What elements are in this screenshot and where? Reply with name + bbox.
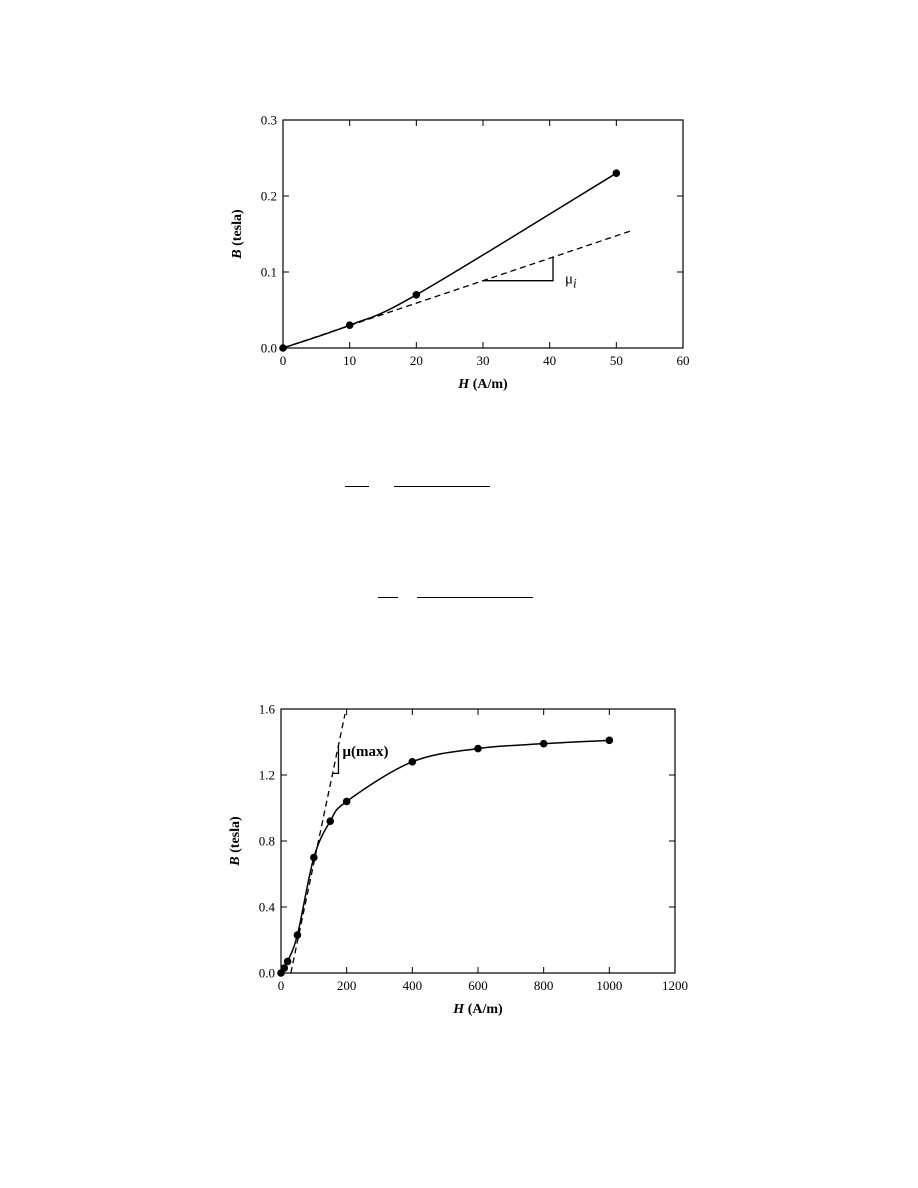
data-point — [283, 957, 292, 966]
tangent-line — [290, 713, 346, 974]
y-tick-label: 0.8 — [259, 834, 275, 849]
y-tick-label: 0.4 — [259, 900, 276, 915]
data-point — [408, 758, 417, 766]
data-point — [293, 931, 302, 939]
y-axis-label: B (tesla) — [230, 209, 245, 260]
initial-permeability-chart: 0 10 20 30 40 50 60 0.0 0.1 0.2 0.3 H (A/m) B (tesla… — [0, 100, 918, 425]
data-point — [539, 739, 548, 748]
magnetization-curve — [280, 739, 610, 974]
mu-max-label: μ(max) — [342, 744, 388, 760]
data-point — [342, 797, 351, 806]
y-tick-label: 0.0 — [261, 341, 277, 356]
y-tick-label: 0.0 — [259, 966, 275, 981]
y-tick-label: 0.2 — [261, 189, 277, 204]
data-point — [605, 736, 614, 745]
x-tick-label: 400 — [403, 978, 423, 993]
y-tick-label: 0.3 — [261, 113, 277, 128]
data-point — [612, 169, 621, 177]
y-tick-label: 0.1 — [261, 265, 277, 280]
x-tick-label: 50 — [610, 353, 623, 368]
y-tick-label: 1.2 — [259, 768, 275, 783]
y-tick-label: 1.6 — [259, 702, 276, 717]
maximum-permeability-chart: 0 200 400 600 800 1000 1200 0.0 0.4 0.8 1.2 1.6 H (A… — [0, 690, 918, 1035]
x-tick-label: 60 — [677, 353, 690, 368]
x-tick-label: 600 — [468, 978, 488, 993]
x-tick-label: 1000 — [596, 978, 622, 993]
mu-i-label: μi — [565, 272, 577, 291]
data-point — [474, 744, 482, 753]
slope-triangle — [483, 257, 554, 282]
data-point — [412, 291, 421, 299]
x-tick-label: 1200 — [662, 978, 688, 993]
slope-triangle — [332, 745, 340, 774]
plot-frame — [282, 119, 684, 349]
x-tick-label: 10 — [343, 353, 356, 368]
x-axis-label: H (A/m) — [452, 1002, 503, 1017]
x-axis-label: H (A/m) — [457, 377, 508, 392]
equation-rule — [417, 597, 533, 598]
x-tick-label: 800 — [534, 978, 554, 993]
chart-svg: 0 200 400 600 800 1000 1200 0.0 0.4 0.8 1.2 1.6 H (A… — [228, 702, 688, 1018]
equation-rule — [394, 486, 490, 487]
x-tick-label: 40 — [543, 353, 556, 368]
x-tick-label: 20 — [410, 353, 423, 368]
x-tick-label: 30 — [477, 353, 490, 368]
data-point — [326, 817, 335, 825]
x-tick-label: 0 — [280, 353, 287, 368]
magnetization-curve — [282, 172, 617, 349]
x-tick-label: 200 — [337, 978, 357, 993]
tangent-line — [282, 229, 634, 349]
x-tick-label: 0 — [278, 978, 285, 993]
chart-svg: 0 10 20 30 40 50 60 0.0 0.1 0.2 0.3 H (A/m) B (tesla… — [230, 113, 690, 393]
equation-rule — [378, 597, 398, 598]
data-point — [280, 964, 289, 972]
equation-rule — [345, 486, 369, 487]
y-axis-label: B (tesla) — [228, 816, 243, 867]
